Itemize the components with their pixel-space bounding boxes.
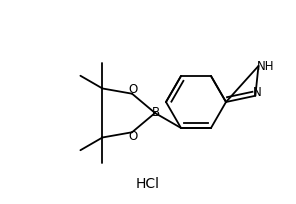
Text: N: N [253, 86, 262, 99]
Text: B: B [152, 106, 160, 120]
Text: O: O [128, 83, 138, 96]
Text: NH: NH [257, 60, 274, 73]
Text: O: O [128, 130, 138, 143]
Text: HCl: HCl [136, 177, 160, 191]
